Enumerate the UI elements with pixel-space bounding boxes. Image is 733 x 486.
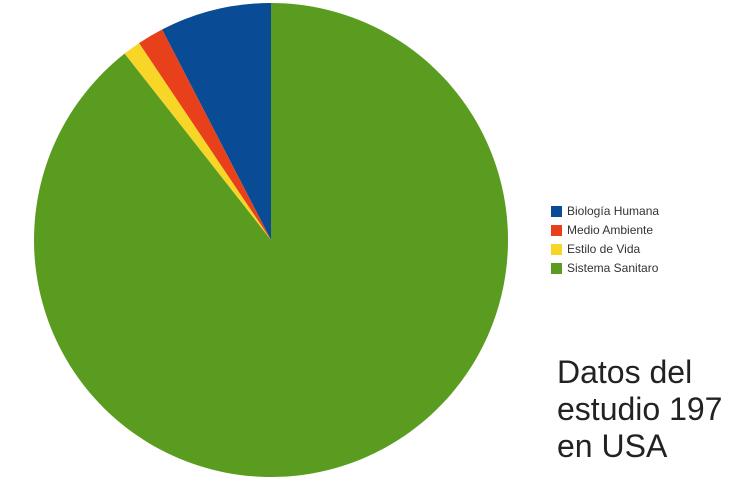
- pie-slice-sistema-sanitaro: [34, 3, 509, 477]
- pie-slice-medio-ambiente: [139, 29, 271, 241]
- legend-swatch: [551, 244, 562, 255]
- legend-item-estilo-de-vida: Estilo de Vida: [551, 240, 659, 259]
- caption-line-3: en USA: [557, 428, 668, 464]
- caption-line-1: Datos del: [557, 354, 693, 390]
- caption-line-2: estudio 197: [557, 391, 723, 427]
- legend-item-biologia-humana: Biología Humana: [551, 202, 659, 221]
- legend-item-sistema-sanitaro: Sistema Sanitaro: [551, 259, 659, 278]
- legend-item-medio-ambiente: Medio Ambiente: [551, 221, 659, 240]
- chart-caption: Datos del estudio 197 en USA: [557, 354, 733, 465]
- chart-legend: Biología Humana Medio Ambiente Estilo de…: [551, 202, 659, 278]
- legend-label: Sistema Sanitaro: [567, 261, 659, 275]
- legend-label: Medio Ambiente: [567, 223, 654, 237]
- pie-slice-estilo-de-vida: [124, 43, 271, 241]
- pie-slice-biologia-humana: [162, 3, 271, 240]
- legend-label: Estilo de Vida: [567, 242, 641, 256]
- legend-swatch: [551, 225, 562, 236]
- legend-swatch: [551, 263, 562, 274]
- legend-swatch: [551, 206, 562, 217]
- legend-label: Biología Humana: [567, 204, 660, 218]
